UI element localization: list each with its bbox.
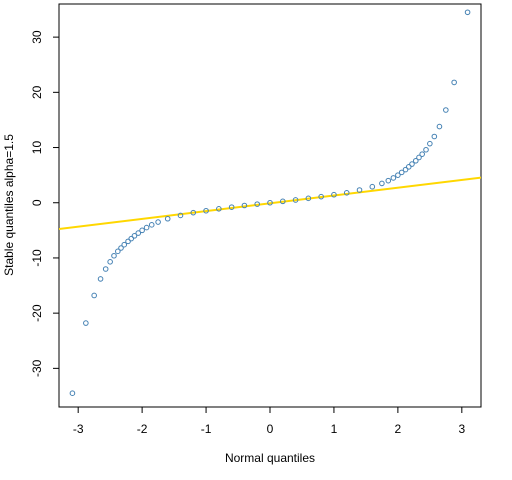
x-tick-label: 2 xyxy=(395,422,402,436)
data-point xyxy=(97,276,104,282)
data-point xyxy=(121,241,128,248)
x-tick-label: -3 xyxy=(73,422,84,436)
data-point xyxy=(83,320,89,326)
data-point xyxy=(305,195,312,202)
data-point xyxy=(464,9,471,16)
data-point xyxy=(118,245,124,251)
data-point xyxy=(412,157,419,164)
x-tick-label: 1 xyxy=(331,422,338,436)
data-point xyxy=(423,146,429,153)
data-point xyxy=(343,190,350,196)
x-tick-label: -2 xyxy=(137,422,148,436)
data-point xyxy=(331,191,337,198)
data-point xyxy=(431,133,438,140)
data-point xyxy=(228,204,235,210)
data-point xyxy=(91,292,97,299)
data-point xyxy=(385,177,392,184)
data-point xyxy=(216,206,222,212)
data-point xyxy=(111,252,117,259)
data-point xyxy=(395,172,401,178)
data-point xyxy=(279,198,286,205)
data-point xyxy=(135,230,142,236)
data-point xyxy=(241,202,248,209)
reference-line-layer xyxy=(59,176,481,231)
data-point xyxy=(409,161,415,167)
x-tick-label: 0 xyxy=(267,422,274,436)
x-axis: -3 -2 -1 0 1 2 3 xyxy=(73,407,465,436)
x-axis-title: Normal quantiles xyxy=(225,451,315,465)
data-point xyxy=(267,199,273,206)
data-point xyxy=(369,183,376,190)
reference-line xyxy=(59,176,481,231)
data-point xyxy=(143,224,150,231)
data-point xyxy=(155,219,161,225)
data-point xyxy=(203,207,209,214)
data-point xyxy=(436,123,443,130)
data-point xyxy=(419,151,425,157)
data-point xyxy=(379,180,385,187)
y-tick-label: 0 xyxy=(30,199,44,206)
data-point xyxy=(148,222,155,228)
data-point xyxy=(405,164,412,170)
data-point xyxy=(128,235,135,242)
data-point xyxy=(177,212,184,219)
data-point xyxy=(254,201,261,207)
y-tick-label: 30 xyxy=(30,30,44,44)
data-point xyxy=(102,266,109,272)
data-point xyxy=(427,140,433,147)
y-tick-label: 20 xyxy=(30,85,44,99)
data-point xyxy=(402,166,409,173)
x-tick-label: 3 xyxy=(458,422,465,436)
y-tick-label: 10 xyxy=(30,141,44,155)
data-point xyxy=(356,187,363,193)
y-axis-title: Stable quantiles alpha=1.5 xyxy=(2,134,16,276)
data-points-layer xyxy=(69,9,471,397)
data-point xyxy=(416,154,422,161)
data-point xyxy=(292,197,299,203)
y-tick-label: -30 xyxy=(30,359,44,377)
y-tick-label: -20 xyxy=(30,304,44,322)
x-tick-label: -1 xyxy=(201,422,212,436)
data-point xyxy=(190,209,197,216)
data-point xyxy=(139,227,145,234)
data-point xyxy=(131,233,138,239)
y-axis: -30 -20 -10 0 10 20 30 xyxy=(30,30,59,377)
data-point xyxy=(125,238,131,245)
data-point xyxy=(390,175,397,181)
data-point xyxy=(107,259,113,265)
data-point xyxy=(115,248,121,255)
data-point xyxy=(398,169,405,176)
data-point xyxy=(69,390,76,397)
data-point xyxy=(318,193,324,200)
data-point xyxy=(164,215,171,222)
data-point xyxy=(451,79,457,86)
y-tick-label: -10 xyxy=(30,249,44,267)
data-point xyxy=(443,107,449,113)
